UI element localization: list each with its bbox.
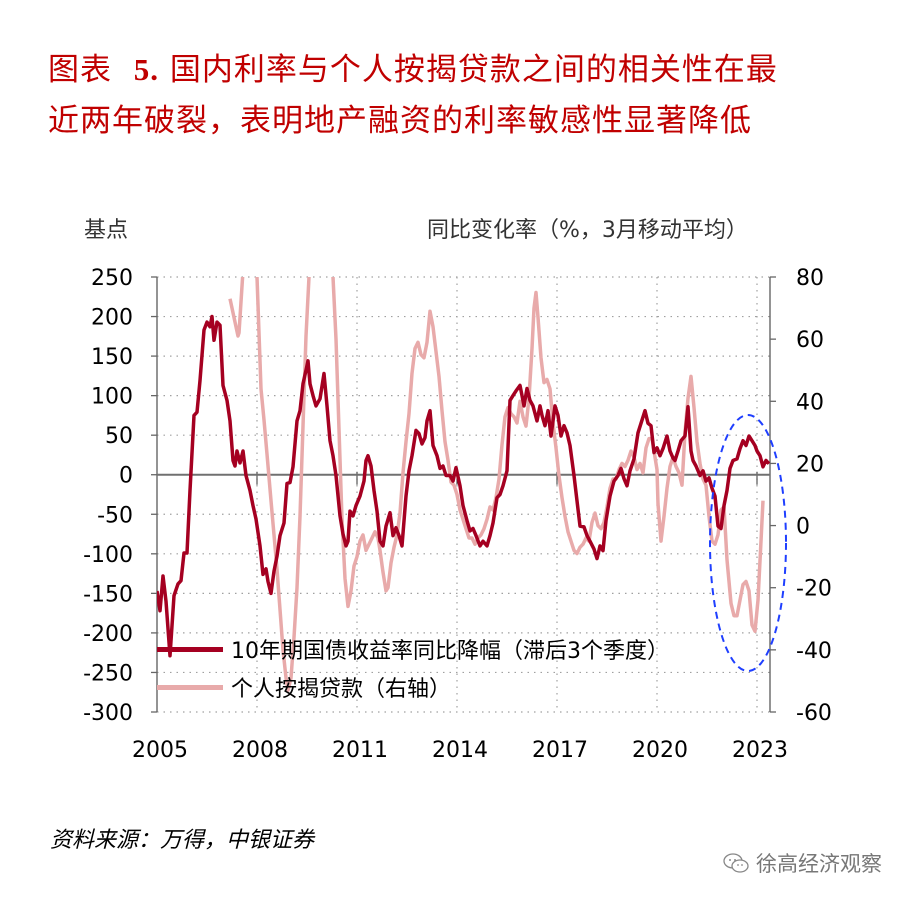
tick-labels: 250200150100500-50-100-150-200-250-30020… <box>83 266 832 763</box>
svg-text:2005: 2005 <box>132 738 188 763</box>
highlight-ellipse <box>709 414 787 672</box>
source-note: 资料来源：万得，中银证券 <box>50 828 315 853</box>
legend-item-mortgage: 个人按揭贷款（右轴） <box>157 668 669 706</box>
svg-text:-250: -250 <box>83 661 133 686</box>
chart-title: 图表 5. 国内利率与个人按揭贷款之间的相关性在最 近两年破裂，表明地产融资的利… <box>48 44 908 147</box>
svg-text:2008: 2008 <box>232 738 288 763</box>
svg-text:250: 250 <box>91 266 133 291</box>
grid-lines <box>157 276 770 713</box>
watermark: 徐高经济观察 <box>722 848 882 878</box>
svg-text:2014: 2014 <box>432 738 488 763</box>
svg-text:-40: -40 <box>796 639 832 664</box>
svg-text:0: 0 <box>119 464 133 489</box>
legend-item-bond-yield: 10年期国债收益率同比降幅（滞后3个季度） <box>157 630 669 668</box>
svg-text:2020: 2020 <box>632 738 688 763</box>
title-number: 5. <box>133 52 159 87</box>
svg-text:2017: 2017 <box>532 738 588 763</box>
legend-label-mortgage: 个人按揭贷款（右轴） <box>231 677 452 702</box>
legend: 10年期国债收益率同比降幅（滞后3个季度） 个人按揭贷款（右轴） <box>157 630 669 706</box>
svg-text:80: 80 <box>796 266 824 291</box>
svg-text:0: 0 <box>796 515 810 540</box>
svg-text:40: 40 <box>796 390 824 415</box>
svg-text:50: 50 <box>105 424 133 449</box>
legend-line-mortgage <box>157 684 223 690</box>
svg-text:2023: 2023 <box>732 738 788 763</box>
svg-text:-50: -50 <box>97 503 133 528</box>
svg-text:20: 20 <box>796 452 824 477</box>
svg-text:2011: 2011 <box>332 738 388 763</box>
legend-label-bond-yield: 10年期国债收益率同比降幅（滞后3个季度） <box>231 639 669 664</box>
svg-text:200: 200 <box>91 306 133 331</box>
title-prefix: 图表 <box>48 52 112 88</box>
left-axis-unit: 基点 <box>84 218 129 243</box>
svg-text:-150: -150 <box>83 582 133 607</box>
svg-text:100: 100 <box>91 385 133 410</box>
right-axis-unit: 同比变化率（%，3月移动平均） <box>427 218 748 243</box>
svg-text:-300: -300 <box>83 701 133 726</box>
svg-text:-60: -60 <box>796 701 832 726</box>
series-layer <box>157 277 770 693</box>
svg-text:-100: -100 <box>83 543 133 568</box>
legend-line-bond-yield <box>157 646 223 652</box>
title-line-1: 图表 5. 国内利率与个人按揭贷款之间的相关性在最 <box>48 44 908 96</box>
title-text-1: 国内利率与个人按揭贷款之间的相关性在最 <box>169 52 778 88</box>
watermark-text: 徐高经济观察 <box>756 852 882 876</box>
wechat-icon <box>723 853 749 873</box>
svg-text:-200: -200 <box>83 622 133 647</box>
svg-text:60: 60 <box>796 328 824 353</box>
svg-text:-20: -20 <box>796 577 832 602</box>
title-text-2: 近两年破裂，表明地产融资的利率敏感性显著降低 <box>48 103 752 139</box>
svg-text:150: 150 <box>91 345 133 370</box>
